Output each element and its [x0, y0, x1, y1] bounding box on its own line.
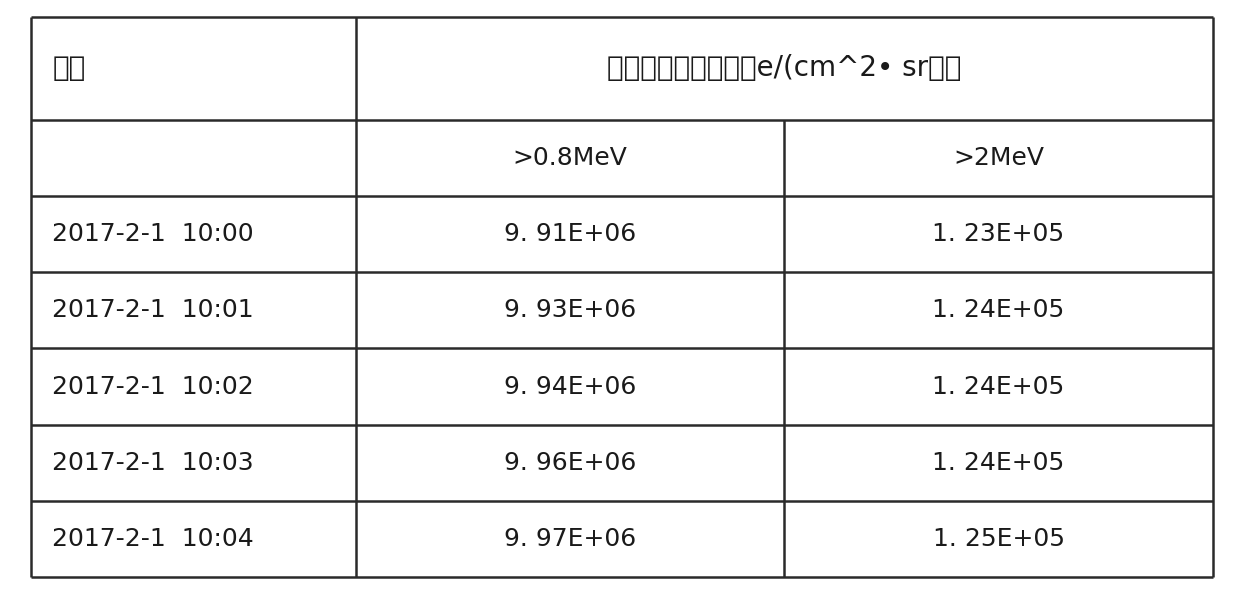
Text: 2017-2-1  10:01: 2017-2-1 10:01 — [52, 298, 254, 322]
Text: 2017-2-1  10:00: 2017-2-1 10:00 — [52, 222, 254, 246]
Text: 9. 97E+06: 9. 97E+06 — [503, 527, 636, 551]
Text: >2MeV: >2MeV — [954, 146, 1044, 170]
Text: 9. 91E+06: 9. 91E+06 — [503, 222, 636, 246]
Text: 1. 25E+05: 1. 25E+05 — [932, 527, 1064, 551]
Text: 1. 24E+05: 1. 24E+05 — [932, 451, 1065, 475]
Text: 2017-2-1  10:03: 2017-2-1 10:03 — [52, 451, 254, 475]
Text: 1. 24E+05: 1. 24E+05 — [932, 375, 1065, 398]
Text: 动态高能电子通量（e/(cm^2• sr））: 动态高能电子通量（e/(cm^2• sr）） — [608, 54, 961, 82]
Text: 9. 96E+06: 9. 96E+06 — [503, 451, 636, 475]
Text: 9. 94E+06: 9. 94E+06 — [503, 375, 636, 398]
Text: 2017-2-1  10:02: 2017-2-1 10:02 — [52, 375, 254, 398]
Text: 1. 24E+05: 1. 24E+05 — [932, 298, 1065, 322]
Text: 时间: 时间 — [52, 54, 86, 82]
Text: 9. 93E+06: 9. 93E+06 — [503, 298, 636, 322]
Text: 1. 23E+05: 1. 23E+05 — [932, 222, 1065, 246]
Text: 2017-2-1  10:04: 2017-2-1 10:04 — [52, 527, 254, 551]
Text: >0.8MeV: >0.8MeV — [512, 146, 627, 170]
